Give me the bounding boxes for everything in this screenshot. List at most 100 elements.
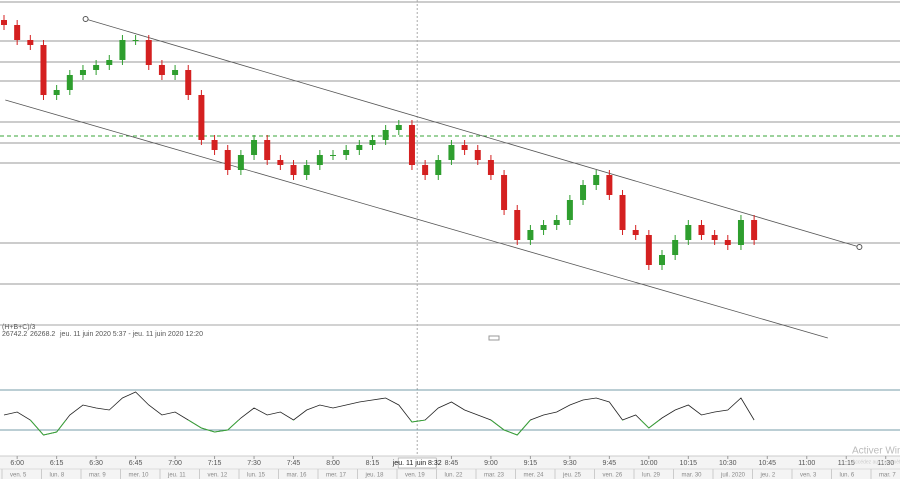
candle-body (119, 40, 126, 60)
candle-body (540, 225, 547, 230)
x-tick-label: 6:15 (50, 460, 64, 467)
candle-body (487, 160, 494, 175)
date-label: lun. 8 (50, 473, 65, 479)
x-tick-label: 11:30 (877, 460, 894, 467)
date-label: ven. 12 (208, 473, 228, 479)
date-label: jeu. 25 (562, 473, 582, 479)
panel-handle[interactable] (488, 335, 500, 341)
candle-body (356, 145, 363, 150)
candle-body (369, 140, 376, 145)
candle-body (685, 225, 692, 240)
candle-body (474, 150, 481, 160)
date-label: mar. 9 (89, 473, 106, 479)
candle-body (106, 60, 113, 65)
candle-body (93, 65, 100, 70)
date-label: ven. 3 (800, 473, 817, 479)
x-tick-label: 8:15 (366, 460, 380, 467)
x-tick-label: 10:45 (759, 460, 777, 467)
x-tick-label: 6:45 (129, 460, 143, 467)
watermark-title: Activer Windows (852, 446, 900, 457)
indicator-label: (H+B+C)/3 (2, 324, 36, 331)
candle-body (1, 20, 7, 25)
x-tick-label: 9:30 (563, 460, 577, 467)
candle-body (53, 90, 60, 95)
info-low: 26268.2 (30, 331, 55, 338)
candle-body (593, 175, 600, 185)
date-label: lun. 6 (840, 473, 855, 479)
x-tick-label: 9:45 (603, 460, 617, 467)
x-tick-label: 7:30 (247, 460, 261, 467)
x-tick-label: 11:00 (798, 460, 815, 467)
date-label: lun. 29 (642, 473, 661, 479)
candle-body (211, 140, 218, 150)
candle-body (40, 45, 47, 95)
x-tick-label: 7:00 (168, 460, 182, 467)
candle-body (330, 155, 336, 156)
candle-body (172, 70, 179, 75)
candle-body (422, 165, 429, 175)
candle-body (224, 150, 231, 170)
channel-handle (856, 244, 863, 250)
candle-body (645, 235, 652, 265)
x-tick-label: 11:15 (838, 460, 855, 467)
candle-body (711, 235, 718, 240)
candle-body (132, 40, 139, 41)
candle-body (198, 95, 205, 140)
date-label: mar. 23 (484, 473, 505, 479)
x-tick-label: 7:15 (208, 460, 222, 467)
date-label: ven. 19 (405, 473, 425, 479)
candle-body (659, 255, 665, 265)
candle-body (145, 40, 152, 65)
channel-handle (82, 16, 89, 22)
candle-body (395, 125, 402, 130)
x-tick-label: 9:15 (524, 460, 538, 467)
x-tick-label: 6:00 (10, 460, 24, 467)
date-label: mer. 10 (129, 473, 150, 479)
candle-body (66, 75, 73, 90)
candle-body (185, 70, 192, 95)
channel-line (5, 99, 828, 339)
candle-body (251, 140, 258, 155)
candle-body (408, 125, 415, 165)
date-label: mar. 7 (879, 473, 896, 479)
candle-body (580, 185, 587, 200)
candle-body (619, 195, 626, 230)
date-label: mar. 16 (287, 473, 308, 479)
candle-body (448, 145, 455, 160)
candle-body (290, 165, 297, 175)
x-tick-label: 10:15 (680, 460, 698, 467)
date-label: lun. 22 (445, 473, 464, 479)
date-label: jeu. 18 (365, 473, 385, 479)
date-label: mar. 30 (682, 473, 703, 479)
candle-body (79, 70, 86, 75)
date-label: ven. 5 (10, 473, 27, 479)
x-tick-label: 6:30 (89, 460, 103, 467)
candle-body (514, 210, 521, 240)
candle-body (632, 230, 639, 235)
candle-body (501, 175, 508, 210)
oscillator-line (3, 391, 755, 436)
candle-body (672, 240, 679, 255)
channel-line (85, 18, 860, 248)
date-label: mer. 17 (326, 473, 347, 479)
candle-body (277, 160, 284, 165)
x-tick-label: 7:45 (287, 460, 301, 467)
info-high: 26742.2 (2, 331, 27, 338)
candle-body (14, 25, 21, 40)
date-label: lun. 15 (247, 473, 266, 479)
date-label: jeu. 2 (760, 473, 776, 479)
axis-band (0, 456, 900, 479)
candle-body (724, 240, 731, 245)
candle-body (382, 130, 389, 140)
candle-body (751, 220, 758, 240)
candle-body (264, 140, 271, 160)
candle-body (27, 40, 34, 45)
candle-body (737, 220, 744, 245)
x-tick-label: 8:00 (326, 460, 340, 467)
crosshair-label: jeu. 11 juin 8:32 (392, 460, 442, 467)
crosshair-label-box (397, 457, 437, 469)
date-label: mer. 24 (524, 473, 545, 479)
x-tick-label: 10:00 (640, 460, 658, 467)
